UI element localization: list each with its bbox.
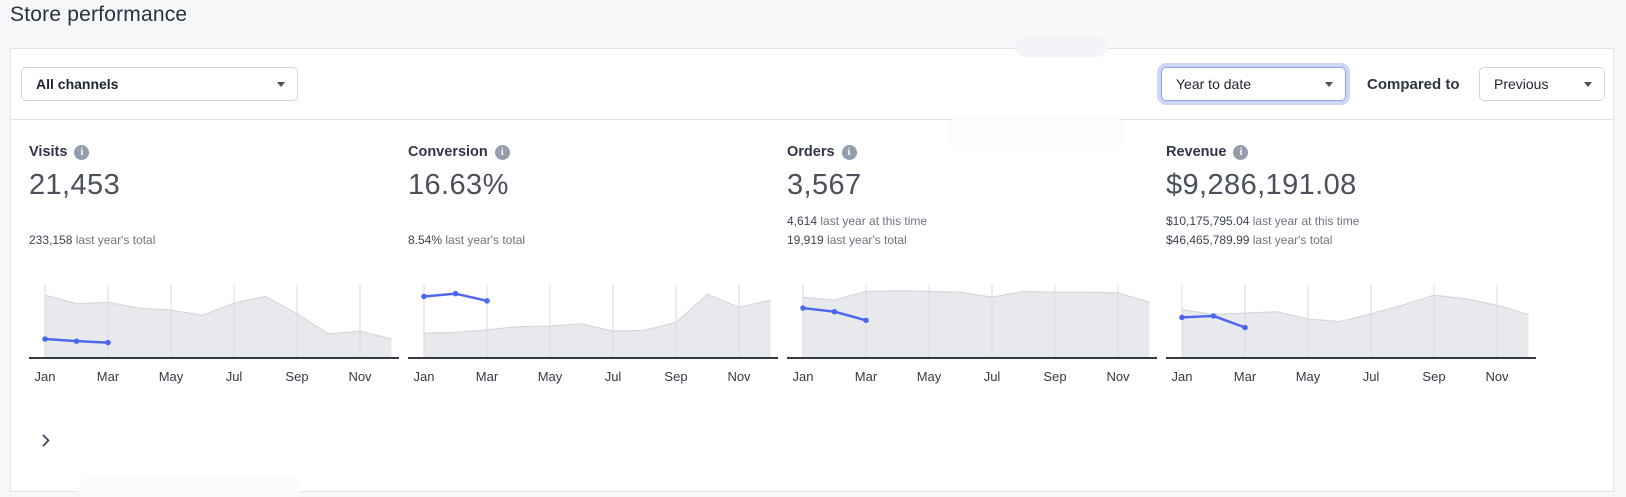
month-tick-label: Mar: [854, 369, 878, 384]
page-title: Store performance: [10, 3, 188, 26]
month-tick-label: Jul: [225, 369, 243, 384]
chevron-down-icon: [1584, 82, 1592, 87]
sparkline-month-labels: Jan Mar May Jul Sep Nov: [787, 366, 1157, 388]
comparison-select[interactable]: Previous: [1479, 67, 1605, 101]
metric-value: 3,567: [787, 169, 862, 201]
sparkline-month-labels: Jan Mar May Jul Sep Nov: [29, 366, 399, 388]
info-icon[interactable]: i: [1233, 144, 1249, 160]
metric-card-revenue: Revenue i $9,286,191.08 $10,175,795.04 l…: [1166, 143, 1536, 388]
month-tick-label: Nov: [1106, 369, 1130, 384]
metric-subline: 233,158 last year's total: [29, 233, 156, 247]
info-icon[interactable]: i: [494, 144, 510, 160]
redacted-blur: [1015, 37, 1107, 57]
comparison-select-value: Previous: [1494, 76, 1549, 92]
metric-sublines: 233,158 last year's total: [29, 203, 399, 247]
info-icon[interactable]: i: [841, 144, 857, 160]
metric-label: Orders: [787, 144, 835, 160]
month-tick-label: Jul: [1362, 369, 1380, 384]
chevron-right-icon: [37, 434, 50, 447]
metric-value: $9,286,191.08: [1166, 169, 1357, 201]
metric-subline: 8.54% last year's total: [408, 233, 526, 247]
metric-sublines: 4,614 last year at this time 19,919 last …: [787, 203, 1157, 247]
metric-label: Conversion: [408, 144, 488, 160]
performance-card: All channels Year to date Compared to Pr…: [10, 48, 1614, 497]
sparkline-month-labels: Jan Mar May Jul Sep Nov: [1166, 366, 1536, 388]
sparkline-conversion: Jan Mar May Jul Sep Nov: [408, 285, 778, 388]
chevron-down-icon: [1325, 82, 1333, 87]
month-tick-label: Nov: [1485, 369, 1509, 384]
month-tick-label: Jan: [792, 369, 814, 384]
month-tick-label: May: [1295, 369, 1321, 384]
channel-select[interactable]: All channels: [21, 67, 298, 101]
date-range-select-value: Year to date: [1176, 76, 1251, 92]
metric-label: Visits: [29, 144, 68, 160]
month-tick-label: May: [158, 369, 184, 384]
month-tick-label: Jul: [983, 369, 1001, 384]
metric-subline: 19,919 last year's total: [787, 233, 907, 247]
sparkline-plot: [29, 285, 399, 359]
sparkline-revenue: Jan Mar May Jul Sep Nov: [1166, 285, 1536, 388]
month-tick-label: Jan: [413, 369, 435, 384]
month-tick-label: May: [916, 369, 942, 384]
redacted-blur: [78, 474, 300, 497]
month-tick-label: Mar: [1233, 369, 1257, 384]
sparkline-plot: [408, 285, 778, 359]
date-range-select[interactable]: Year to date: [1161, 67, 1346, 101]
month-tick-label: Jul: [604, 369, 622, 384]
metric-subline: $10,175,795.04 last year at this time: [1166, 214, 1360, 228]
metric-subline: 4,614 last year at this time: [787, 214, 928, 228]
metric-card-visits: Visits i 21,453 233,158 last year's tota…: [29, 143, 399, 388]
month-tick-label: Mar: [96, 369, 120, 384]
month-tick-label: Sep: [664, 369, 688, 384]
metric-value: 21,453: [29, 169, 121, 201]
sparkline-plot: [787, 285, 1157, 359]
metric-sublines: $10,175,795.04 last year at this time $46…: [1166, 203, 1536, 247]
metric-value: 16.63%: [408, 169, 509, 201]
info-icon[interactable]: i: [74, 144, 90, 160]
month-tick-label: Jan: [1171, 369, 1193, 384]
metric-card-conversion: Conversion i 16.63% 8.54% last year's to…: [408, 143, 778, 388]
metric-label: Revenue: [1166, 144, 1227, 160]
month-tick-label: May: [537, 369, 563, 384]
month-tick-label: Nov: [727, 369, 751, 384]
sparkline-month-labels: Jan Mar May Jul Sep Nov: [408, 366, 778, 388]
month-tick-label: Mar: [475, 369, 499, 384]
month-tick-label: Jan: [34, 369, 56, 384]
sparkline-visits: Jan Mar May Jul Sep Nov: [29, 285, 399, 388]
expand-details-button[interactable]: [35, 431, 57, 453]
compared-to-label: Compared to: [1367, 75, 1460, 93]
month-tick-label: Sep: [1422, 369, 1446, 384]
divider: [11, 119, 1613, 120]
redacted-blur: [946, 115, 1126, 153]
sparkline-orders: Jan Mar May Jul Sep Nov: [787, 285, 1157, 388]
sparkline-plot: [1166, 285, 1536, 359]
month-tick-label: Sep: [285, 369, 309, 384]
month-tick-label: Nov: [348, 369, 372, 384]
month-tick-label: Sep: [1043, 369, 1067, 384]
channel-select-value: All channels: [36, 76, 119, 92]
metric-subline: $46,465,789.99 last year's total: [1166, 233, 1333, 247]
chevron-down-icon: [277, 82, 285, 87]
metric-sublines: 8.54% last year's total: [408, 203, 778, 247]
metric-card-orders: Orders i 3,567 4,614 last year at this t…: [787, 143, 1157, 388]
